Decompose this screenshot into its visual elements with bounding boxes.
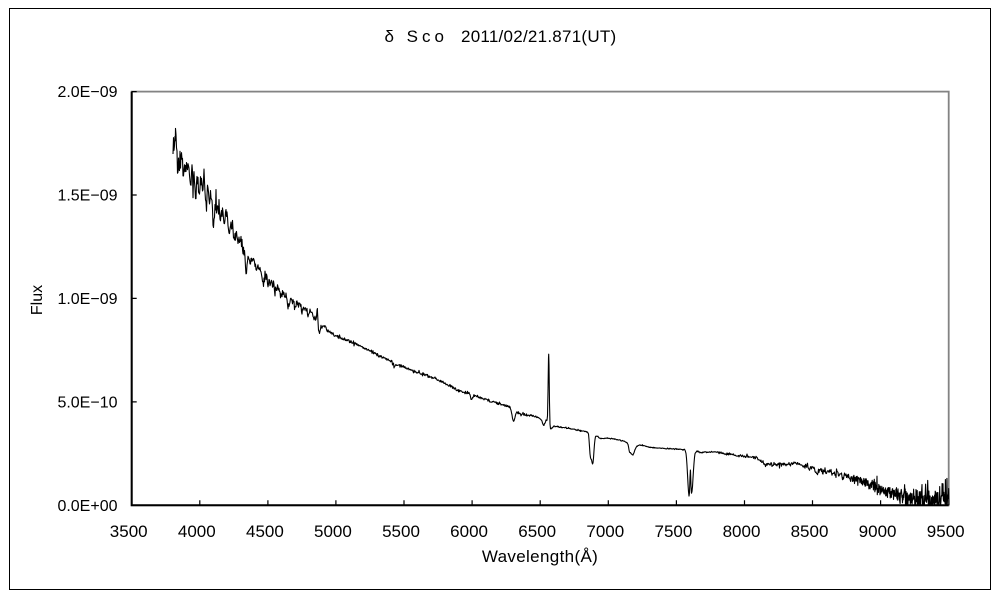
svg-text:5000: 5000	[314, 522, 352, 541]
svg-text:8500: 8500	[791, 522, 829, 541]
svg-text:8000: 8000	[723, 522, 761, 541]
svg-text:9000: 9000	[859, 522, 897, 541]
svg-text:7500: 7500	[654, 522, 692, 541]
svg-text:7000: 7000	[586, 522, 624, 541]
svg-text:Wavelength(Å): Wavelength(Å)	[482, 547, 598, 566]
svg-text:3500: 3500	[110, 522, 148, 541]
svg-text:9500: 9500	[927, 522, 965, 541]
svg-text:4500: 4500	[246, 522, 284, 541]
svg-text:6500: 6500	[518, 522, 556, 541]
svg-text:1.5E−09: 1.5E−09	[57, 188, 117, 205]
svg-text:Flux: Flux	[29, 285, 46, 315]
svg-text:2.0E−09: 2.0E−09	[57, 84, 117, 101]
svg-text:1.0E−09: 1.0E−09	[57, 291, 117, 308]
svg-text:5500: 5500	[382, 522, 420, 541]
svg-text:δ Sco: δ Sco	[385, 27, 448, 46]
svg-text:4000: 4000	[178, 522, 216, 541]
svg-text:5.0E−10: 5.0E−10	[57, 394, 117, 411]
svg-text:6000: 6000	[450, 522, 488, 541]
svg-text:2011/02/21.871(UT): 2011/02/21.871(UT)	[461, 27, 616, 46]
svg-text:0.0E+00: 0.0E+00	[57, 498, 117, 515]
